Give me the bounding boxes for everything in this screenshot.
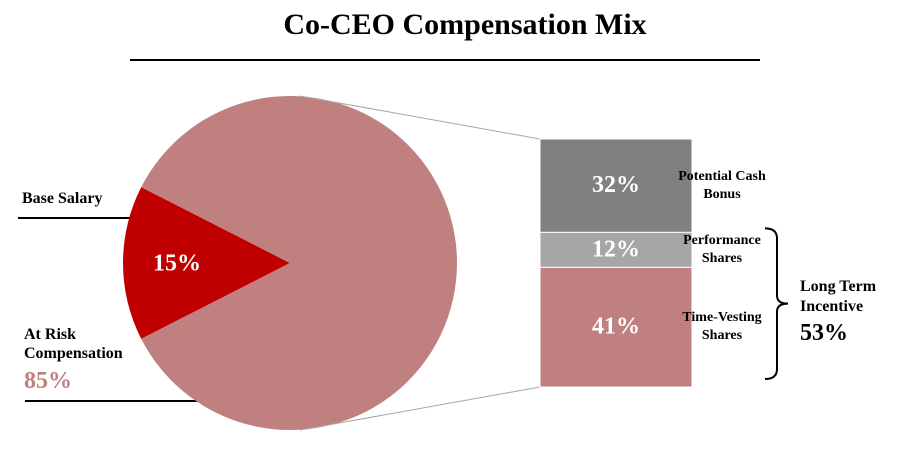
group-value-label: 53% <box>800 320 848 346</box>
bar-value-label: 12% <box>592 236 640 262</box>
pie-label: At Risk Compensation <box>24 326 123 362</box>
bar-category-label: Time-Vesting Shares <box>682 310 762 344</box>
bar-category-label: Potential Cash Bonus <box>678 168 766 202</box>
chart-title: Co-CEO Compensation Mix <box>283 8 646 41</box>
pie-value-label: 15% <box>153 251 201 277</box>
group-label: Long Term Incentive <box>800 278 877 315</box>
connector <box>299 95 541 140</box>
bar-category-label: Performance Shares <box>683 232 761 266</box>
bar-segment <box>539 266 693 388</box>
bar-segment <box>539 231 693 268</box>
pie-slice <box>141 96 457 430</box>
pie-value-label: 85% <box>24 368 72 394</box>
pie-slice <box>123 187 290 339</box>
bar-value-label: 41% <box>592 314 640 340</box>
bar-value-label: 32% <box>592 172 640 198</box>
connector <box>299 386 541 431</box>
pie-label: Base Salary <box>22 190 103 207</box>
bar-segment <box>539 138 693 233</box>
group-brace <box>764 227 789 380</box>
